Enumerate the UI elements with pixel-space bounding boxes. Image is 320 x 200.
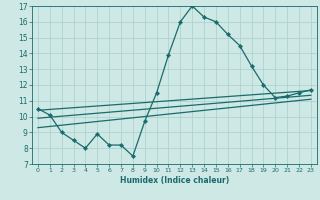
X-axis label: Humidex (Indice chaleur): Humidex (Indice chaleur) [120, 176, 229, 185]
